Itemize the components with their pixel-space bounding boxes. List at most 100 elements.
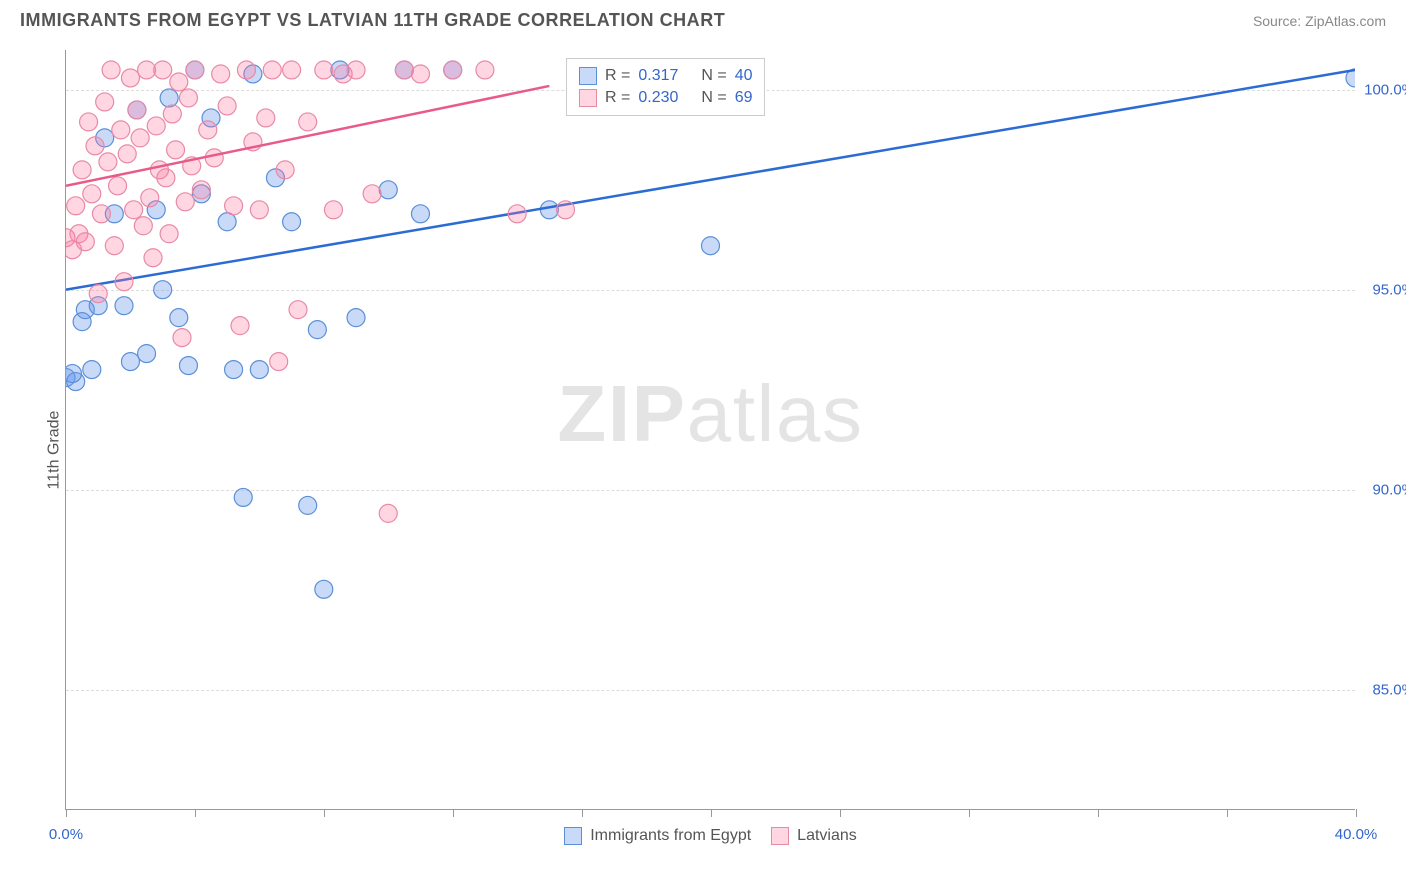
chart-title: IMMIGRANTS FROM EGYPT VS LATVIAN 11TH GR… [20,10,725,31]
data-point-latvian [76,233,94,251]
source-credit: Source: ZipAtlas.com [1253,13,1386,29]
data-point-egypt [234,488,252,506]
chart-container: 11th Grade ZIPatlas R =0.317N =40R =0.23… [20,40,1390,860]
data-point-latvian [109,177,127,195]
data-point-latvian [96,93,114,111]
data-point-egypt [540,201,558,219]
data-point-latvian [270,353,288,371]
r-value-latvian: 0.230 [638,89,693,107]
data-point-latvian [324,201,342,219]
data-point-egypt [315,580,333,598]
data-point-egypt [83,361,101,379]
data-point-egypt [218,213,236,231]
y-tick-label: 85.0% [1360,682,1406,699]
x-tick [195,809,196,817]
x-tick [453,809,454,817]
data-point-latvian [83,185,101,203]
data-point-latvian [176,193,194,211]
data-point-latvian [411,65,429,83]
data-point-latvian [144,249,162,267]
data-point-latvian [250,201,268,219]
stats-swatch-egypt [579,67,597,85]
data-point-latvian [289,301,307,319]
n-label: N = [701,89,726,107]
data-point-latvian [231,317,249,335]
data-point-latvian [212,65,230,83]
data-point-latvian [225,197,243,215]
data-point-egypt [411,205,429,223]
data-point-latvian [363,185,381,203]
data-point-egypt [66,365,81,383]
data-point-egypt [250,361,268,379]
data-point-latvian [131,129,149,147]
data-point-latvian [102,61,120,79]
x-tick [1098,809,1099,817]
data-point-latvian [556,201,574,219]
legend-item-egypt: Immigrants from Egypt [564,825,751,847]
data-point-latvian [299,113,317,131]
data-point-latvian [186,61,204,79]
data-point-latvian [444,61,462,79]
data-point-latvian [163,105,181,123]
data-point-latvian [89,285,107,303]
data-point-latvian [112,121,130,139]
data-point-latvian [141,189,159,207]
data-point-latvian [179,89,197,107]
data-point-egypt [115,297,133,315]
data-point-latvian [128,101,146,119]
n-label: N = [701,67,726,85]
data-point-egypt [283,213,301,231]
legend-label-egypt: Immigrants from Egypt [590,827,751,845]
r-label: R = [605,67,630,85]
legend-label-latvian: Latvians [797,827,857,845]
data-point-latvian [157,169,175,187]
data-point-latvian [199,121,217,139]
data-point-latvian [134,217,152,235]
data-point-latvian [92,205,110,223]
data-point-egypt [308,321,326,339]
data-point-latvian [205,149,223,167]
data-point-latvian [105,237,123,255]
y-tick-label: 95.0% [1360,282,1406,299]
data-point-latvian [99,153,117,171]
data-point-egypt [347,309,365,327]
data-point-egypt [138,345,156,363]
data-point-egypt [702,237,720,255]
data-point-latvian [192,181,210,199]
x-tick [1227,809,1228,817]
stats-swatch-latvian [579,89,597,107]
x-tick [66,809,67,817]
data-point-latvian [125,201,143,219]
x-tick [1356,809,1357,817]
x-tick [324,809,325,817]
data-point-egypt [170,309,188,327]
chart-svg [66,50,1355,809]
data-point-latvian [508,205,526,223]
data-point-latvian [315,61,333,79]
data-point-latvian [121,69,139,87]
data-point-egypt [225,361,243,379]
r-value-egypt: 0.317 [638,67,693,85]
stats-row-egypt: R =0.317N =40 [579,65,752,87]
data-point-latvian [283,61,301,79]
x-tick-label: 0.0% [49,826,83,843]
data-point-latvian [347,61,365,79]
legend-swatch-latvian [771,827,789,845]
data-point-latvian [167,141,185,159]
data-point-latvian [276,161,294,179]
legend-item-latvian: Latvians [771,825,857,847]
data-point-latvian [86,137,104,155]
stats-legend: R =0.317N =40R =0.230N =69 [566,58,765,116]
data-point-latvian [73,161,91,179]
data-point-egypt [379,181,397,199]
data-point-latvian [237,61,255,79]
plot-area: ZIPatlas R =0.317N =40R =0.230N =69 Immi… [65,50,1355,810]
x-tick [840,809,841,817]
data-point-latvian [147,117,165,135]
data-point-latvian [257,109,275,127]
header: IMMIGRANTS FROM EGYPT VS LATVIAN 11TH GR… [0,0,1406,36]
data-point-latvian [170,73,188,91]
source-name: ZipAtlas.com [1305,13,1386,29]
data-point-latvian [138,61,156,79]
data-point-latvian [218,97,236,115]
